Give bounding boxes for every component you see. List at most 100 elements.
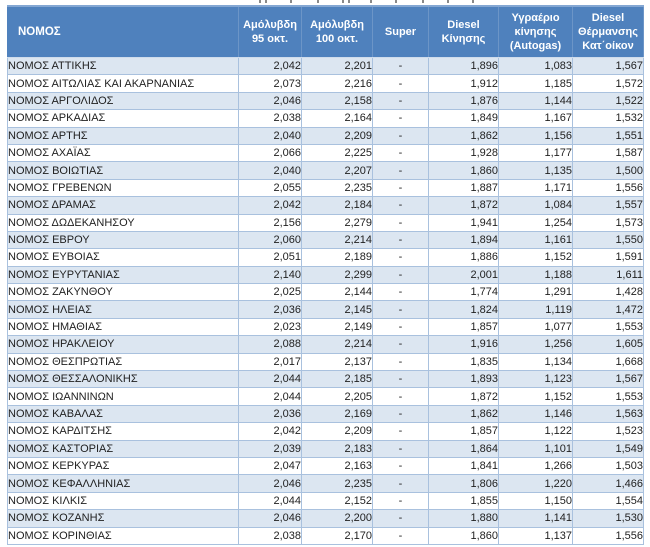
- cell-autogas: 1,220: [498, 474, 573, 493]
- cell-prefecture: ΝΟΜΟΣ ΚΑΒΑΛΑΣ: [7, 404, 239, 424]
- cell-diesel: 1,894: [428, 230, 499, 250]
- cell-autogas: 1,167: [498, 109, 573, 128]
- table-row: ΝΟΜΟΣ ΚΑΣΤΟΡΙΑΣ 2,039 2,183-1,864 1,101 1,54…: [7, 439, 644, 458]
- cell-diesel: 1,880: [428, 509, 499, 528]
- cell-super: -: [372, 300, 429, 319]
- cell-autogas: 1,077: [498, 317, 573, 337]
- table-row: ΝΟΜΟΣ ΕΒΡΟΥ 2,060 2,214-1,894 1,161 1,550: [7, 230, 644, 250]
- cell-heating-diesel: 1,605: [572, 335, 644, 354]
- table-row: ΝΟΜΟΣ ΔΡΑΜΑΣ 2,042 2,184-1,872 1,084 1,557: [7, 196, 644, 215]
- cell-super: -: [372, 213, 429, 232]
- cell-super: -: [372, 265, 429, 285]
- cell-diesel: 1,876: [428, 91, 499, 111]
- cell-autogas: 1,135: [498, 161, 573, 180]
- cell-unleaded-95: 2,156: [238, 213, 302, 232]
- cell-unleaded-95: 2,044: [238, 387, 302, 406]
- cell-unleaded-95: 2,036: [238, 300, 302, 319]
- table-row: ΝΟΜΟΣ ΗΡΑΚΛΕΙΟΥ 2,088 2,214-1,916 1,256 1,60…: [7, 335, 644, 354]
- cell-unleaded-100: 2,299: [301, 265, 373, 285]
- cell-diesel: 1,886: [428, 248, 499, 267]
- cell-prefecture: ΝΟΜΟΣ ΕΥΒΟΙΑΣ: [7, 248, 239, 267]
- cell-unleaded-95: 2,038: [238, 526, 302, 545]
- cell-unleaded-100: 2,216: [301, 74, 373, 93]
- column-header-diesel: Diesel Κίνησης: [428, 5, 499, 58]
- cell-prefecture: ΝΟΜΟΣ ΚΟΡΙΝΘΙΑΣ: [7, 526, 239, 545]
- cell-unleaded-95: 2,042: [238, 422, 302, 441]
- cell-prefecture: ΝΟΜΟΣ ΑΡΚΑΔΙΑΣ: [7, 109, 239, 128]
- cell-super: -: [372, 248, 429, 267]
- cell-autogas: 1,152: [498, 387, 573, 406]
- cell-diesel: 1,916: [428, 335, 499, 354]
- cell-diesel: 1,912: [428, 74, 499, 93]
- table-row: ΝΟΜΟΣ ΓΡΕΒΕΝΩΝ 2,055 2,235-1,887 1,171 1,556: [7, 178, 644, 198]
- cell-autogas: 1,083: [498, 56, 573, 76]
- cell-diesel: 1,835: [428, 352, 499, 372]
- table-row: ΝΟΜΟΣ ΚΑΡΔΙΤΣΗΣ 2,042 2,209-1,857 1,122 1,52…: [7, 422, 644, 441]
- cell-unleaded-100: 2,183: [301, 439, 373, 458]
- cell-prefecture: ΝΟΜΟΣ ΖΑΚΥΝΘΟΥ: [7, 283, 239, 302]
- cell-heating-diesel: 1,466: [572, 474, 644, 493]
- cell-heating-diesel: 1,556: [572, 178, 644, 198]
- cell-diesel: 1,887: [428, 178, 499, 198]
- cell-prefecture: ΝΟΜΟΣ ΔΩΔΕΚΑΝΗΣΟΥ: [7, 213, 239, 232]
- cell-super: -: [372, 317, 429, 337]
- cell-heating-diesel: 1,532: [572, 109, 644, 128]
- table-row: ΝΟΜΟΣ ΕΥΒΟΙΑΣ 2,051 2,189-1,886 1,152 1,591: [7, 248, 644, 267]
- table-row: ΝΟΜΟΣ ΗΛΕΙΑΣ 2,036 2,145-1,824 1,119 1,472: [7, 300, 644, 319]
- table-row: ΝΟΜΟΣ ΗΜΑΘΙΑΣ 2,023 2,149-1,857 1,077 1,553: [7, 317, 644, 337]
- cell-unleaded-100: 2,170: [301, 526, 373, 545]
- cell-diesel: 1,864: [428, 439, 499, 458]
- cell-unleaded-95: 2,073: [238, 74, 302, 93]
- clipped-text-remnant-mark: [472, 0, 474, 3]
- cell-unleaded-95: 2,047: [238, 456, 302, 476]
- column-header-prefecture: ΝΟΜΟΣ: [7, 5, 239, 58]
- cell-diesel: 1,857: [428, 422, 499, 441]
- cell-prefecture: ΝΟΜΟΣ ΚΕΡΚΥΡΑΣ: [7, 456, 239, 476]
- cell-heating-diesel: 1,668: [572, 352, 644, 372]
- cell-unleaded-95: 2,051: [238, 248, 302, 267]
- fuel-price-table: ΝΟΜΟΣ Αμόλυβδη 95 οκτ. Αμόλυβδη 100 οκτ. Su…: [7, 5, 644, 545]
- cell-prefecture: ΝΟΜΟΣ ΑΡΤΗΣ: [7, 126, 239, 145]
- cell-autogas: 1,254: [498, 213, 573, 232]
- table-row: ΝΟΜΟΣ ΙΩΑΝΝΙΝΩΝ 2,044 2,205-1,872 1,152 1,55…: [7, 387, 644, 406]
- cell-unleaded-100: 2,205: [301, 387, 373, 406]
- cell-heating-diesel: 1,611: [572, 265, 644, 285]
- cell-diesel: 1,896: [428, 56, 499, 76]
- cell-super: -: [372, 439, 429, 458]
- column-header-heating-diesel: Diesel Θέρμανσης Κατ΄οίκον: [572, 5, 644, 58]
- cell-prefecture: ΝΟΜΟΣ ΑΡΓΟΛΙΔΟΣ: [7, 91, 239, 111]
- clipped-text-remnant-mark: [422, 0, 424, 3]
- table-row: ΝΟΜΟΣ ΚΑΒΑΛΑΣ 2,036 2,169-1,862 1,146 1,563: [7, 404, 644, 424]
- cell-heating-diesel: 1,553: [572, 317, 644, 337]
- cell-prefecture: ΝΟΜΟΣ ΗΡΑΚΛΕΙΟΥ: [7, 335, 239, 354]
- cell-autogas: 1,134: [498, 352, 573, 372]
- table-row: ΝΟΜΟΣ ΑΡΤΗΣ 2,040 2,209-1,862 1,156 1,551: [7, 126, 644, 145]
- cell-diesel: 1,928: [428, 143, 499, 163]
- table-row: ΝΟΜΟΣ ΖΑΚΥΝΘΟΥ 2,025 2,144-1,774 1,291 1,428: [7, 283, 644, 302]
- cell-prefecture: ΝΟΜΟΣ ΚΕΦΑΛΛΗΝΙΑΣ: [7, 474, 239, 493]
- cell-unleaded-95: 2,066: [238, 143, 302, 163]
- table-row: ΝΟΜΟΣ ΑΙΤΩΛΙΑΣ ΚΑΙ ΑΚΑΡΝΑΝΙΑΣ 2,073 2,216-…: [7, 74, 644, 93]
- table-row: ΝΟΜΟΣ ΚΕΦΑΛΛΗΝΙΑΣ 2,046 2,235-1,806 1,220 1,…: [7, 474, 644, 493]
- cell-heating-diesel: 1,554: [572, 491, 644, 511]
- cell-super: -: [372, 474, 429, 493]
- table-header-row: ΝΟΜΟΣ Αμόλυβδη 95 οκτ. Αμόλυβδη 100 οκτ. Su…: [7, 5, 644, 58]
- cell-autogas: 1,122: [498, 422, 573, 441]
- cell-unleaded-100: 2,235: [301, 474, 373, 493]
- cell-autogas: 1,185: [498, 74, 573, 93]
- cell-super: -: [372, 126, 429, 145]
- cell-prefecture: ΝΟΜΟΣ ΚΑΣΤΟΡΙΑΣ: [7, 439, 239, 458]
- cell-super: -: [372, 387, 429, 406]
- cell-unleaded-100: 2,137: [301, 352, 373, 372]
- cell-super: -: [372, 196, 429, 215]
- cell-super: -: [372, 526, 429, 545]
- cell-unleaded-95: 2,039: [238, 439, 302, 458]
- column-header-unleaded-95: Αμόλυβδη 95 οκτ.: [238, 5, 302, 58]
- cell-super: -: [372, 509, 429, 528]
- cell-prefecture: ΝΟΜΟΣ ΚΙΛΚΙΣ: [7, 491, 239, 511]
- cell-unleaded-95: 2,046: [238, 509, 302, 528]
- cell-super: -: [372, 456, 429, 476]
- cell-super: -: [372, 352, 429, 372]
- table-row: ΝΟΜΟΣ ΕΥΡΥΤΑΝΙΑΣ 2,140 2,299-2,001 1,188 1,6…: [7, 265, 644, 285]
